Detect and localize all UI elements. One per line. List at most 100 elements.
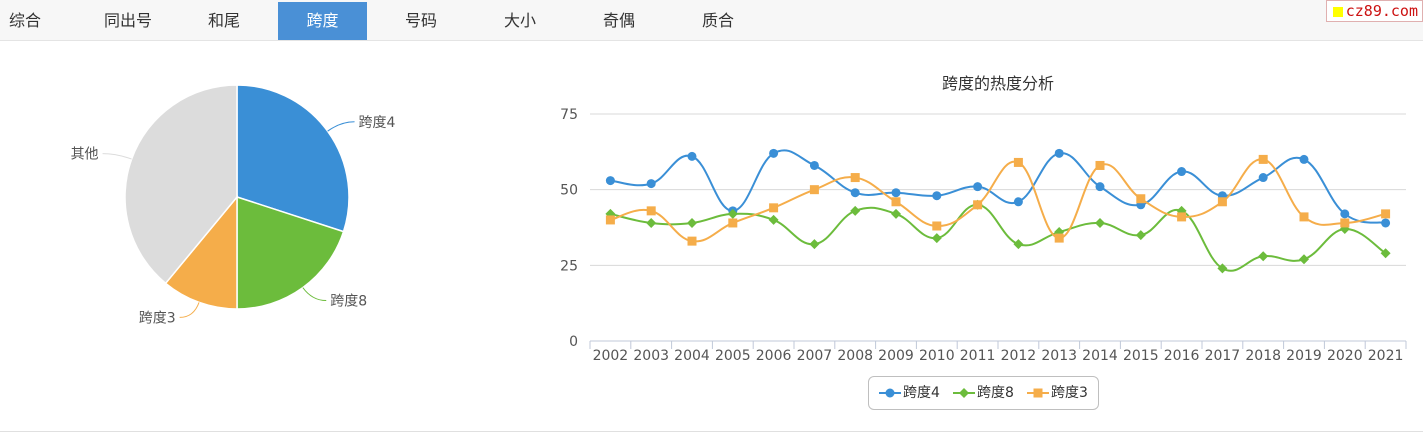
legend-circle-marker-icon <box>879 388 901 398</box>
data-point-series-2[interactable] <box>891 197 901 207</box>
data-point-series-1[interactable] <box>1217 263 1228 274</box>
legend-label-series-2: 跨度8 <box>977 385 1014 401</box>
series-line-1[interactable] <box>610 203 1387 272</box>
data-point-series-2[interactable] <box>646 206 656 216</box>
data-point-series-0[interactable] <box>850 188 860 198</box>
data-point-series-1[interactable] <box>891 208 901 219</box>
x-tick-label: 2019 <box>1286 348 1322 364</box>
data-point-series-2[interactable] <box>1095 160 1105 170</box>
data-point-series-2[interactable] <box>1136 194 1146 204</box>
data-point-series-0[interactable] <box>687 151 697 161</box>
data-point-series-2[interactable] <box>1177 212 1187 222</box>
data-point-series-0[interactable] <box>891 188 901 198</box>
data-point-series-1[interactable] <box>809 239 820 250</box>
legend-square-marker-icon <box>1027 388 1049 398</box>
tab-7[interactable]: 质合 <box>701 11 734 30</box>
pie-slice-0[interactable] <box>236 84 350 233</box>
x-tick-label: 2012 <box>1001 348 1037 364</box>
x-tick-label: 2002 <box>593 348 629 364</box>
data-point-series-2[interactable] <box>1054 233 1064 243</box>
chart-title: 跨度的热度分析 <box>942 74 1054 93</box>
pie-slice-2[interactable] <box>164 194 238 310</box>
pie-slice-label-2: 跨度3 <box>139 310 176 326</box>
data-point-series-0[interactable] <box>1013 197 1023 207</box>
data-point-series-1[interactable] <box>1258 251 1269 262</box>
x-tick-label: 2004 <box>674 348 710 364</box>
data-point-series-2[interactable] <box>932 221 942 231</box>
x-tick-label: 2009 <box>878 348 914 364</box>
legend-item-series-2[interactable]: 跨度8 <box>953 377 1023 409</box>
data-point-series-2[interactable] <box>605 215 615 225</box>
data-point-series-1[interactable] <box>1095 217 1105 228</box>
data-point-series-2[interactable] <box>973 200 983 210</box>
series-line-2[interactable] <box>610 158 1386 243</box>
data-point-series-2[interactable] <box>809 185 819 195</box>
data-point-series-1[interactable] <box>931 233 942 244</box>
line-chart-legend: 跨度4 跨度8 跨度3 <box>868 376 1099 410</box>
x-tick-label: 2014 <box>1082 348 1118 364</box>
y-tick-label: 50 <box>560 183 578 199</box>
data-point-series-2[interactable] <box>850 173 860 183</box>
tab-0[interactable]: 综合 <box>8 11 41 30</box>
pie-slice-label-0: 跨度4 <box>359 115 396 131</box>
x-tick-label: 2008 <box>837 348 873 364</box>
bottom-divider <box>0 431 1423 432</box>
data-point-series-0[interactable] <box>605 176 615 186</box>
series-line-0[interactable] <box>610 149 1386 224</box>
data-point-series-0[interactable] <box>769 148 779 158</box>
tab-3[interactable]: 跨度 <box>278 2 367 40</box>
data-point-series-0[interactable] <box>932 191 942 201</box>
y-tick-label: 25 <box>560 258 578 274</box>
x-tick-label: 2013 <box>1041 348 1077 364</box>
legend-label-series-1: 跨度4 <box>903 385 940 401</box>
logo-square-icon <box>1332 7 1343 17</box>
data-point-series-1[interactable] <box>850 205 861 216</box>
tab-6[interactable]: 奇偶 <box>602 11 635 30</box>
data-point-series-0[interactable] <box>1381 218 1391 228</box>
data-point-series-0[interactable] <box>809 160 819 170</box>
legend-item-series-3[interactable]: 跨度3 <box>1027 377 1097 409</box>
data-point-series-0[interactable] <box>646 179 656 189</box>
legend-diamond-marker-icon <box>953 388 975 398</box>
data-point-series-1[interactable] <box>727 208 738 219</box>
data-point-series-2[interactable] <box>1299 212 1309 222</box>
tab-4[interactable]: 号码 <box>404 11 437 30</box>
data-point-series-1[interactable] <box>687 217 697 228</box>
pie-slice-1[interactable] <box>236 195 345 310</box>
data-point-series-0[interactable] <box>1258 173 1268 183</box>
data-point-series-2[interactable] <box>1217 197 1227 207</box>
x-tick-label: 2005 <box>715 348 751 364</box>
x-tick-label: 2007 <box>797 348 833 364</box>
pie-slice-3[interactable] <box>124 84 238 285</box>
data-point-series-2[interactable] <box>1013 157 1023 167</box>
tab-1[interactable]: 同出号 <box>103 11 152 30</box>
data-point-series-0[interactable] <box>1095 182 1105 192</box>
data-point-series-2[interactable] <box>728 218 738 228</box>
data-point-series-2[interactable] <box>769 203 779 213</box>
data-point-series-0[interactable] <box>1177 167 1187 177</box>
legend-item-series-1[interactable]: 跨度4 <box>879 377 949 409</box>
pie-label-connector-1 <box>302 287 327 302</box>
data-point-series-2[interactable] <box>687 236 697 246</box>
site-logo[interactable]: cz89.com <box>1325 0 1423 22</box>
data-point-series-1[interactable] <box>768 214 779 225</box>
tab-5[interactable]: 大小 <box>503 11 536 30</box>
data-point-series-2[interactable] <box>1381 209 1391 219</box>
data-point-series-0[interactable] <box>1340 209 1350 219</box>
data-point-series-1[interactable] <box>1013 239 1024 250</box>
data-point-series-1[interactable] <box>1380 248 1391 259</box>
data-point-series-1[interactable] <box>1135 230 1146 241</box>
x-tick-label: 2017 <box>1205 348 1241 364</box>
data-point-series-0[interactable] <box>973 182 983 192</box>
data-point-series-1[interactable] <box>646 217 657 228</box>
x-tick-label: 2016 <box>1164 348 1200 364</box>
data-point-series-0[interactable] <box>1299 154 1309 164</box>
tab-2[interactable]: 和尾 <box>207 11 240 30</box>
data-point-series-2[interactable] <box>1340 218 1350 228</box>
tab-bar <box>0 0 1423 41</box>
data-point-series-0[interactable] <box>1054 148 1064 158</box>
data-point-series-1[interactable] <box>1299 254 1309 265</box>
data-point-series-2[interactable] <box>1258 154 1268 164</box>
pie-label-connector-2 <box>179 302 200 318</box>
